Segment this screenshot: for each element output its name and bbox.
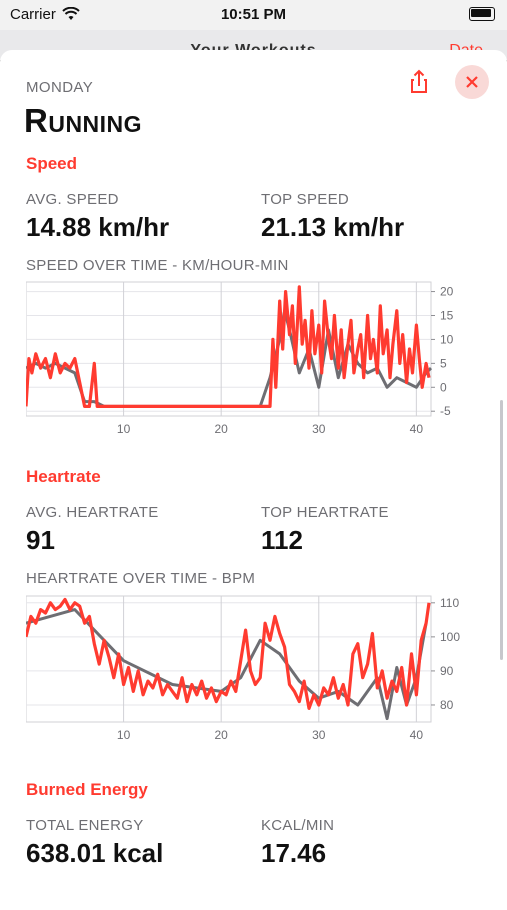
total-energy-value: 638.01 kcal — [26, 838, 164, 868]
y-tick-label: 15 — [440, 309, 454, 323]
heartrate-chart: 80 90 100 110 10 20 30 40 — [26, 595, 460, 742]
close-button[interactable] — [455, 65, 489, 99]
speed-chart: -5 0 5 10 15 20 10 20 30 40 — [26, 281, 454, 436]
heartrate-section-title: Heartrate — [26, 467, 101, 486]
x-tick-label: 30 — [312, 728, 326, 742]
top-heartrate-value: 112 — [261, 525, 303, 555]
speed-chart-title: SPEED OVER TIME - KM/HOUR-MIN — [26, 257, 289, 274]
carrier-label: Carrier — [10, 6, 56, 23]
scroll-indicator[interactable] — [500, 400, 503, 660]
workout-title: Running — [24, 102, 143, 139]
avg-speed-value: 14.88 km/hr — [26, 212, 170, 242]
avg-heartrate-label: AVG. HEARTRATE — [26, 504, 159, 521]
y-tick-label: 100 — [440, 630, 460, 644]
kcal-per-min-value: 17.46 — [261, 838, 327, 868]
y-tick-label: 5 — [440, 356, 447, 370]
x-tick-label: 10 — [117, 422, 131, 436]
y-tick-label: 0 — [440, 380, 447, 394]
clock: 10:51 PM — [220, 6, 287, 23]
avg-speed-label: AVG. SPEED — [26, 191, 119, 208]
speed-section-title: Speed — [26, 154, 78, 173]
top-speed-value: 21.13 km/hr — [261, 212, 405, 242]
energy-section-title: Burned Energy — [26, 780, 148, 799]
kcal-per-min-label: KCAL/MIN — [261, 817, 335, 834]
workout-detail-sheet: MONDAY Running Speed AVG. SPEED 14.88 km… — [0, 50, 507, 910]
share-icon — [411, 69, 427, 93]
x-tick-label: 20 — [215, 422, 229, 436]
plot-frame — [26, 595, 432, 723]
avg-heartrate-value: 91 — [26, 525, 55, 555]
x-tick-label: 20 — [215, 728, 229, 742]
plot-frame — [26, 281, 432, 417]
battery-icon — [469, 7, 495, 21]
heartrate-chart-title: HEARTRATE OVER TIME - BPM — [26, 570, 256, 587]
wifi-icon — [62, 7, 80, 20]
share-button[interactable] — [402, 65, 436, 99]
x-tick-label: 40 — [410, 728, 424, 742]
y-tick-label: -5 — [440, 404, 451, 418]
top-heartrate-label: TOP HEARTRATE — [261, 504, 389, 521]
x-tick-label: 10 — [117, 728, 131, 742]
workout-day: MONDAY — [26, 79, 94, 96]
y-tick-label: 80 — [440, 698, 454, 712]
y-tick-label: 90 — [440, 664, 454, 678]
series-line-red — [26, 597, 431, 711]
y-tick-label: 10 — [440, 332, 454, 346]
series-line-gray — [26, 608, 428, 721]
x-tick-label: 40 — [410, 422, 424, 436]
y-tick-label: 110 — [440, 596, 459, 610]
status-bar: Carrier 10:51 PM — [0, 0, 507, 30]
y-tick-label: 20 — [440, 285, 454, 299]
close-icon — [466, 76, 478, 88]
total-energy-label: TOTAL ENERGY — [26, 817, 144, 834]
top-speed-label: TOP SPEED — [261, 191, 350, 208]
series-line-red — [26, 285, 431, 408]
x-tick-label: 30 — [312, 422, 326, 436]
